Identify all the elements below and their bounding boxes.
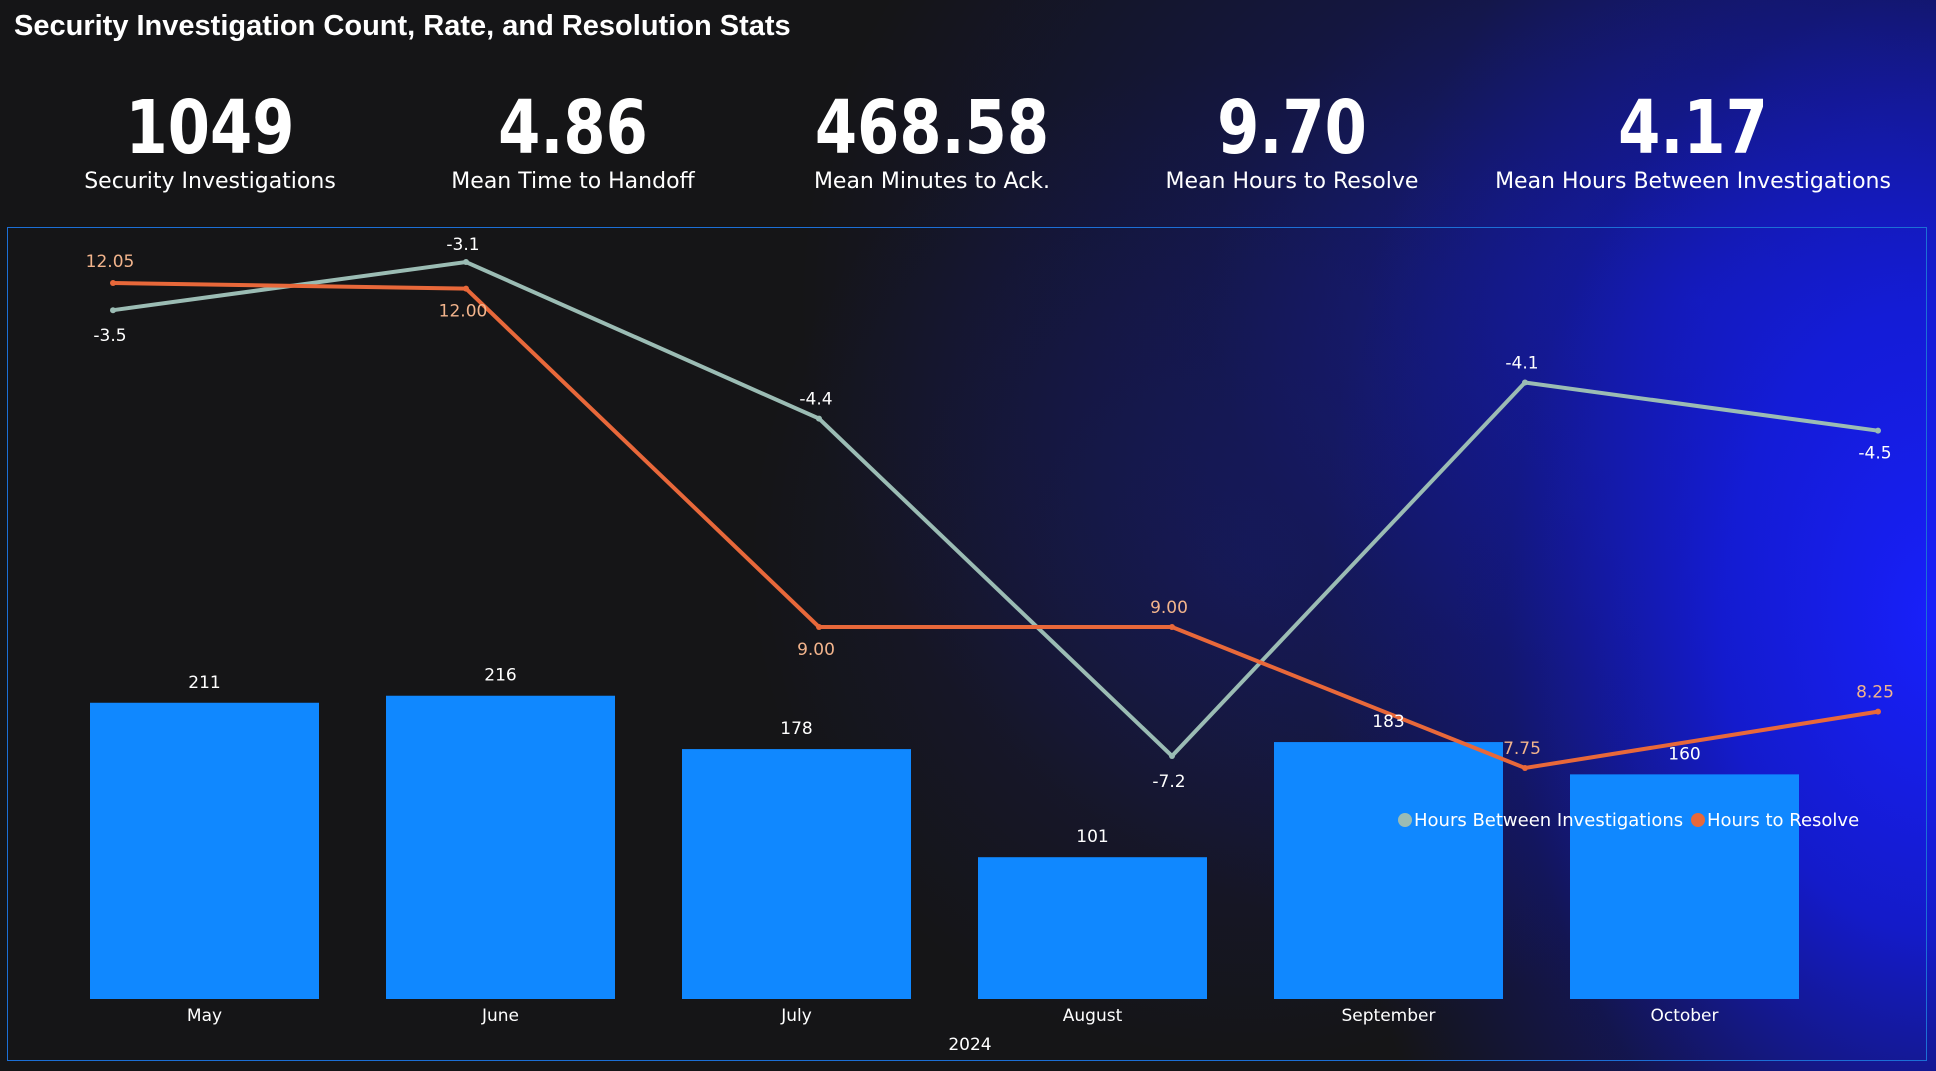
kpi-mean-hours-to-resolve: 9.70 Mean Hours to Resolve	[1082, 84, 1502, 196]
x-tick-label: July	[780, 1006, 812, 1026]
x-tick-label: June	[481, 1006, 519, 1026]
bar-may[interactable]	[90, 702, 319, 999]
line-value-label: -4.5	[1858, 444, 1891, 464]
bar-value-label: 211	[188, 673, 220, 693]
kpi-value: 9.70	[1217, 85, 1367, 171]
line-value-label: -3.5	[93, 326, 126, 346]
x-tick-label: August	[1063, 1006, 1123, 1026]
bar-value-label: 216	[484, 666, 516, 686]
bars-layer	[90, 695, 1799, 999]
legend-label: Hours Between Investigations	[1414, 810, 1683, 831]
line-value-label: -4.4	[799, 390, 832, 410]
legend-label: Hours to Resolve	[1707, 810, 1859, 831]
line-point[interactable]	[1875, 708, 1881, 715]
kpi-label: Mean Hours Between Investigations	[1495, 169, 1891, 194]
line-point[interactable]	[1522, 379, 1528, 386]
kpi-value: 468.58	[814, 85, 1050, 171]
kpi-label: Mean Hours to Resolve	[1165, 169, 1419, 194]
line-value-label: 9.00	[797, 640, 835, 660]
line-point[interactable]	[1169, 753, 1175, 759]
bar-value-label: 101	[1076, 827, 1108, 847]
bar-june[interactable]	[386, 695, 615, 999]
legend-swatch	[1398, 813, 1412, 827]
x-tick-label: September	[1342, 1006, 1436, 1026]
bar-august[interactable]	[978, 857, 1207, 999]
legend-swatch	[1691, 813, 1705, 827]
line-value-label: 12.05	[86, 252, 135, 272]
lines-layer	[110, 259, 1881, 771]
line-point[interactable]	[463, 259, 469, 265]
line-point[interactable]	[1522, 765, 1528, 771]
combo-chart: 211 May 216 June 178 July 101 August 183 Septembe…	[86, 235, 1894, 1055]
line-value-label: 9.00	[1150, 598, 1188, 618]
line-value-label: 7.75	[1503, 739, 1541, 759]
kpi-label: Security Investigations	[84, 169, 336, 194]
line-point[interactable]	[110, 307, 116, 314]
chart-legend: Hours Between Investigations Hours to Res…	[1398, 810, 1859, 831]
bar-value-label: 178	[780, 719, 812, 739]
bar-october[interactable]	[1570, 774, 1799, 999]
line-point[interactable]	[1875, 427, 1881, 434]
kpi-label: Mean Time to Handoff	[451, 169, 695, 194]
line-value-label: -3.1	[446, 235, 479, 255]
line-point[interactable]	[816, 415, 822, 422]
line-hours-to-resolve[interactable]	[112, 281, 1879, 771]
bar-value-label: 183	[1372, 712, 1404, 732]
kpi-value: 4.17	[1618, 85, 1768, 171]
line-value-label: -4.1	[1505, 353, 1538, 373]
x-tick-label: October	[1650, 1006, 1718, 1026]
line-point[interactable]	[110, 280, 116, 286]
bar-july[interactable]	[682, 749, 911, 999]
line-value-label: -7.2	[1152, 772, 1185, 792]
kpi-value: 4.86	[498, 85, 648, 171]
line-point[interactable]	[816, 624, 822, 631]
bar-september[interactable]	[1274, 742, 1503, 999]
kpi-value: 1049	[125, 85, 295, 171]
line-value-label: 12.00	[439, 302, 488, 322]
kpi-mean-time-to-handoff: 4.86 Mean Time to Handoff	[363, 84, 783, 196]
x-axis-title: 2024	[948, 1035, 991, 1055]
kpi-label: Mean Minutes to Ack.	[813, 169, 1051, 194]
labels-layer: 211 May 216 June 178 July 101 August 183 Septembe…	[86, 235, 1894, 1026]
x-tick-label: May	[187, 1006, 222, 1026]
line-point[interactable]	[463, 285, 469, 292]
kpi-mean-minutes-to-ack: 468.58 Mean Minutes to Ack.	[722, 84, 1142, 196]
kpi-mean-hours-between-investigations: 4.17 Mean Hours Between Investigations	[1483, 84, 1903, 196]
combo-chart-panel: 211 May 216 June 178 July 101 August 183 Septembe…	[7, 227, 1927, 1061]
bar-value-label: 160	[1668, 744, 1700, 764]
kpi-security-investigations: 1049 Security Investigations	[0, 84, 420, 196]
line-point[interactable]	[1169, 624, 1175, 631]
line-hours-between-investigations[interactable]	[112, 259, 1879, 759]
line-value-label: 8.25	[1856, 683, 1894, 703]
page-title: Security Investigation Count, Rate, and …	[14, 10, 791, 42]
